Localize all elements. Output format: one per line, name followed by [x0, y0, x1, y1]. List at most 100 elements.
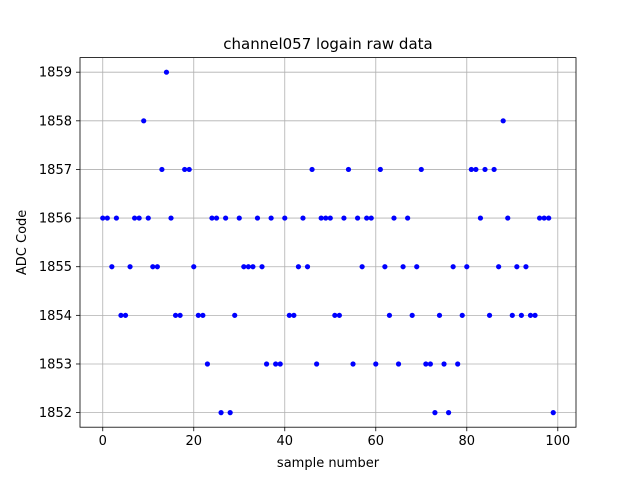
data-point	[282, 215, 288, 221]
data-point	[300, 215, 306, 221]
data-point	[409, 312, 415, 318]
data-point	[195, 312, 201, 318]
data-point	[122, 312, 129, 318]
data-point	[541, 215, 547, 221]
data-point	[145, 215, 151, 221]
x-tick-label: 80	[459, 434, 476, 449]
data-point	[391, 215, 397, 221]
data-point	[104, 215, 110, 221]
data-point	[168, 215, 174, 221]
data-point	[546, 215, 552, 221]
data-point	[414, 264, 420, 270]
data-point	[172, 312, 179, 318]
data-point	[113, 215, 120, 221]
data-point	[468, 166, 474, 173]
y-tick-label: 1853	[39, 357, 72, 372]
x-tick-label: 100	[545, 434, 570, 449]
plot-frame	[79, 57, 577, 428]
grid-lines	[80, 57, 576, 428]
y-tick-label: 1852	[39, 406, 72, 421]
data-point	[377, 166, 383, 173]
data-point	[159, 166, 165, 173]
x-tick-label: 40	[276, 434, 293, 449]
data-point	[473, 166, 479, 173]
x-tick-label: 60	[368, 434, 385, 449]
data-point	[536, 215, 543, 221]
data-point	[286, 312, 292, 318]
data-point	[154, 264, 160, 270]
data-point	[227, 410, 233, 416]
data-point	[132, 215, 138, 221]
data-point	[254, 215, 261, 221]
data-point	[364, 215, 370, 221]
data-point	[204, 361, 211, 367]
data-point	[191, 264, 197, 270]
data-point	[427, 361, 433, 367]
data-point	[509, 312, 515, 318]
data-point	[436, 312, 443, 318]
data-point	[405, 215, 411, 221]
x-tick-label: 0	[99, 434, 107, 449]
data-point	[477, 215, 484, 221]
data-point	[291, 312, 297, 318]
y-tick-label: 1856	[39, 212, 72, 227]
data-point	[186, 166, 192, 173]
data-point	[250, 264, 256, 270]
data-point	[496, 264, 502, 270]
data-point	[100, 215, 106, 221]
data-point	[550, 410, 556, 416]
data-point	[241, 264, 247, 270]
data-point	[223, 215, 229, 221]
data-point	[491, 166, 497, 173]
data-point	[232, 312, 238, 318]
data-point	[273, 361, 279, 367]
data-point	[386, 312, 393, 318]
data-point	[318, 215, 324, 221]
y-tick-label: 1859	[39, 66, 72, 81]
data-points	[100, 69, 556, 416]
data-point	[395, 361, 402, 367]
data-point	[209, 215, 215, 221]
data-point	[373, 361, 379, 367]
data-point	[527, 312, 534, 318]
data-point	[523, 264, 529, 270]
data-point	[518, 312, 524, 318]
data-point	[341, 215, 347, 221]
data-point	[136, 215, 142, 221]
data-point	[327, 215, 333, 221]
data-point	[336, 312, 342, 318]
data-point	[127, 264, 133, 270]
data-point	[354, 215, 361, 221]
data-point	[141, 118, 147, 124]
data-point	[309, 166, 315, 173]
data-point	[455, 361, 461, 367]
data-point	[445, 410, 452, 416]
data-point	[200, 312, 206, 318]
data-point	[236, 215, 242, 221]
data-point	[268, 215, 274, 221]
data-point	[295, 264, 302, 270]
data-point	[350, 361, 356, 367]
x-axis-label: sample number	[277, 456, 380, 471]
data-point	[459, 312, 465, 318]
data-point	[345, 166, 352, 173]
data-point	[400, 264, 406, 270]
data-point	[359, 264, 365, 270]
x-tick-label: 20	[185, 434, 202, 449]
data-point	[382, 264, 388, 270]
y-tick-label: 1854	[39, 309, 72, 324]
data-point	[109, 264, 115, 270]
data-point	[245, 264, 251, 270]
data-point	[277, 361, 283, 367]
data-point	[218, 410, 224, 416]
data-point	[532, 312, 538, 318]
data-point	[332, 312, 338, 318]
data-point	[500, 118, 506, 124]
data-point	[263, 361, 270, 367]
data-point	[423, 361, 429, 367]
data-point	[505, 215, 511, 221]
data-point	[163, 69, 170, 75]
data-point	[314, 361, 320, 367]
data-point	[450, 264, 456, 270]
